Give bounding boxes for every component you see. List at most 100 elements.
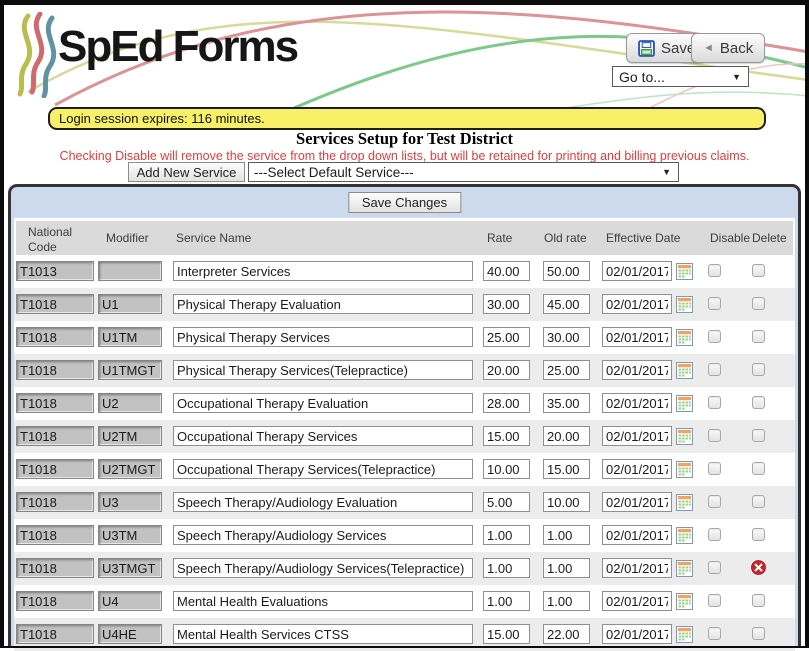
old-rate-input[interactable] bbox=[543, 492, 590, 512]
calendar-icon[interactable] bbox=[676, 494, 693, 511]
modifier-input[interactable] bbox=[98, 492, 162, 512]
calendar-icon[interactable] bbox=[676, 395, 693, 412]
delete-checkbox[interactable] bbox=[752, 627, 765, 640]
modifier-input[interactable] bbox=[98, 294, 162, 314]
effective-date-input[interactable] bbox=[602, 360, 672, 380]
modifier-input[interactable] bbox=[98, 459, 162, 479]
delete-checkbox[interactable] bbox=[752, 363, 765, 376]
disable-checkbox[interactable] bbox=[708, 297, 721, 310]
delete-checkbox[interactable] bbox=[752, 264, 765, 277]
old-rate-input[interactable] bbox=[543, 558, 590, 578]
national-code-input[interactable] bbox=[16, 624, 94, 644]
national-code-input[interactable] bbox=[16, 261, 94, 281]
service-name-input[interactable] bbox=[173, 294, 473, 314]
delete-x-icon[interactable] bbox=[751, 560, 766, 575]
rate-input[interactable] bbox=[483, 558, 530, 578]
service-name-input[interactable] bbox=[173, 492, 473, 512]
modifier-input[interactable] bbox=[98, 360, 162, 380]
save-changes-button[interactable]: Save Changes bbox=[347, 192, 462, 213]
old-rate-input[interactable] bbox=[543, 525, 590, 545]
effective-date-input[interactable] bbox=[602, 261, 672, 281]
old-rate-input[interactable] bbox=[543, 459, 590, 479]
disable-checkbox[interactable] bbox=[708, 528, 721, 541]
national-code-input[interactable] bbox=[16, 459, 94, 479]
modifier-input[interactable] bbox=[98, 558, 162, 578]
old-rate-input[interactable] bbox=[543, 261, 590, 281]
effective-date-input[interactable] bbox=[602, 591, 672, 611]
disable-checkbox[interactable] bbox=[708, 495, 721, 508]
default-service-select[interactable]: ---Select Default Service--- ▼ bbox=[248, 162, 679, 182]
service-name-input[interactable] bbox=[173, 591, 473, 611]
modifier-input[interactable] bbox=[98, 525, 162, 545]
disable-checkbox[interactable] bbox=[708, 429, 721, 442]
service-name-input[interactable] bbox=[173, 393, 473, 413]
effective-date-input[interactable] bbox=[602, 525, 672, 545]
rate-input[interactable] bbox=[483, 624, 530, 644]
old-rate-input[interactable] bbox=[543, 393, 590, 413]
service-name-input[interactable] bbox=[173, 624, 473, 644]
rate-input[interactable] bbox=[483, 393, 530, 413]
service-name-input[interactable] bbox=[173, 426, 473, 446]
service-name-input[interactable] bbox=[173, 261, 473, 281]
calendar-icon[interactable] bbox=[676, 428, 693, 445]
back-button[interactable]: ◄ Back bbox=[691, 33, 766, 63]
disable-checkbox[interactable] bbox=[708, 594, 721, 607]
modifier-input[interactable] bbox=[98, 591, 162, 611]
delete-checkbox[interactable] bbox=[752, 297, 765, 310]
effective-date-input[interactable] bbox=[602, 459, 672, 479]
national-code-input[interactable] bbox=[16, 492, 94, 512]
service-name-input[interactable] bbox=[173, 327, 473, 347]
service-name-input[interactable] bbox=[173, 558, 473, 578]
effective-date-input[interactable] bbox=[602, 624, 672, 644]
calendar-icon[interactable] bbox=[676, 296, 693, 313]
delete-checkbox[interactable] bbox=[752, 462, 765, 475]
effective-date-input[interactable] bbox=[602, 558, 672, 578]
rate-input[interactable] bbox=[483, 327, 530, 347]
modifier-input[interactable] bbox=[98, 426, 162, 446]
disable-checkbox[interactable] bbox=[708, 462, 721, 475]
modifier-input[interactable] bbox=[98, 393, 162, 413]
disable-checkbox[interactable] bbox=[708, 396, 721, 409]
national-code-input[interactable] bbox=[16, 294, 94, 314]
rate-input[interactable] bbox=[483, 294, 530, 314]
national-code-input[interactable] bbox=[16, 360, 94, 380]
rate-input[interactable] bbox=[483, 426, 530, 446]
rate-input[interactable] bbox=[483, 360, 530, 380]
delete-checkbox[interactable] bbox=[752, 528, 765, 541]
modifier-input[interactable] bbox=[98, 261, 162, 281]
add-new-service-button[interactable]: Add New Service bbox=[128, 162, 245, 182]
delete-checkbox[interactable] bbox=[752, 495, 765, 508]
old-rate-input[interactable] bbox=[543, 327, 590, 347]
service-name-input[interactable] bbox=[173, 360, 473, 380]
old-rate-input[interactable] bbox=[543, 624, 590, 644]
service-name-input[interactable] bbox=[173, 525, 473, 545]
calendar-icon[interactable] bbox=[676, 263, 693, 280]
national-code-input[interactable] bbox=[16, 426, 94, 446]
disable-checkbox[interactable] bbox=[708, 330, 721, 343]
delete-checkbox[interactable] bbox=[752, 594, 765, 607]
disable-checkbox[interactable] bbox=[708, 627, 721, 640]
old-rate-input[interactable] bbox=[543, 591, 590, 611]
effective-date-input[interactable] bbox=[602, 294, 672, 314]
old-rate-input[interactable] bbox=[543, 360, 590, 380]
rate-input[interactable] bbox=[483, 525, 530, 545]
national-code-input[interactable] bbox=[16, 525, 94, 545]
effective-date-input[interactable] bbox=[602, 492, 672, 512]
calendar-icon[interactable] bbox=[676, 329, 693, 346]
service-name-input[interactable] bbox=[173, 459, 473, 479]
effective-date-input[interactable] bbox=[602, 426, 672, 446]
modifier-input[interactable] bbox=[98, 327, 162, 347]
disable-checkbox[interactable] bbox=[708, 561, 721, 574]
disable-checkbox[interactable] bbox=[708, 264, 721, 277]
calendar-icon[interactable] bbox=[676, 626, 693, 643]
delete-checkbox[interactable] bbox=[752, 330, 765, 343]
national-code-input[interactable] bbox=[16, 558, 94, 578]
calendar-icon[interactable] bbox=[676, 560, 693, 577]
goto-select[interactable]: Go to... ▼ bbox=[612, 66, 749, 87]
effective-date-input[interactable] bbox=[602, 393, 672, 413]
delete-checkbox[interactable] bbox=[752, 429, 765, 442]
national-code-input[interactable] bbox=[16, 393, 94, 413]
rate-input[interactable] bbox=[483, 459, 530, 479]
calendar-icon[interactable] bbox=[676, 362, 693, 379]
old-rate-input[interactable] bbox=[543, 294, 590, 314]
